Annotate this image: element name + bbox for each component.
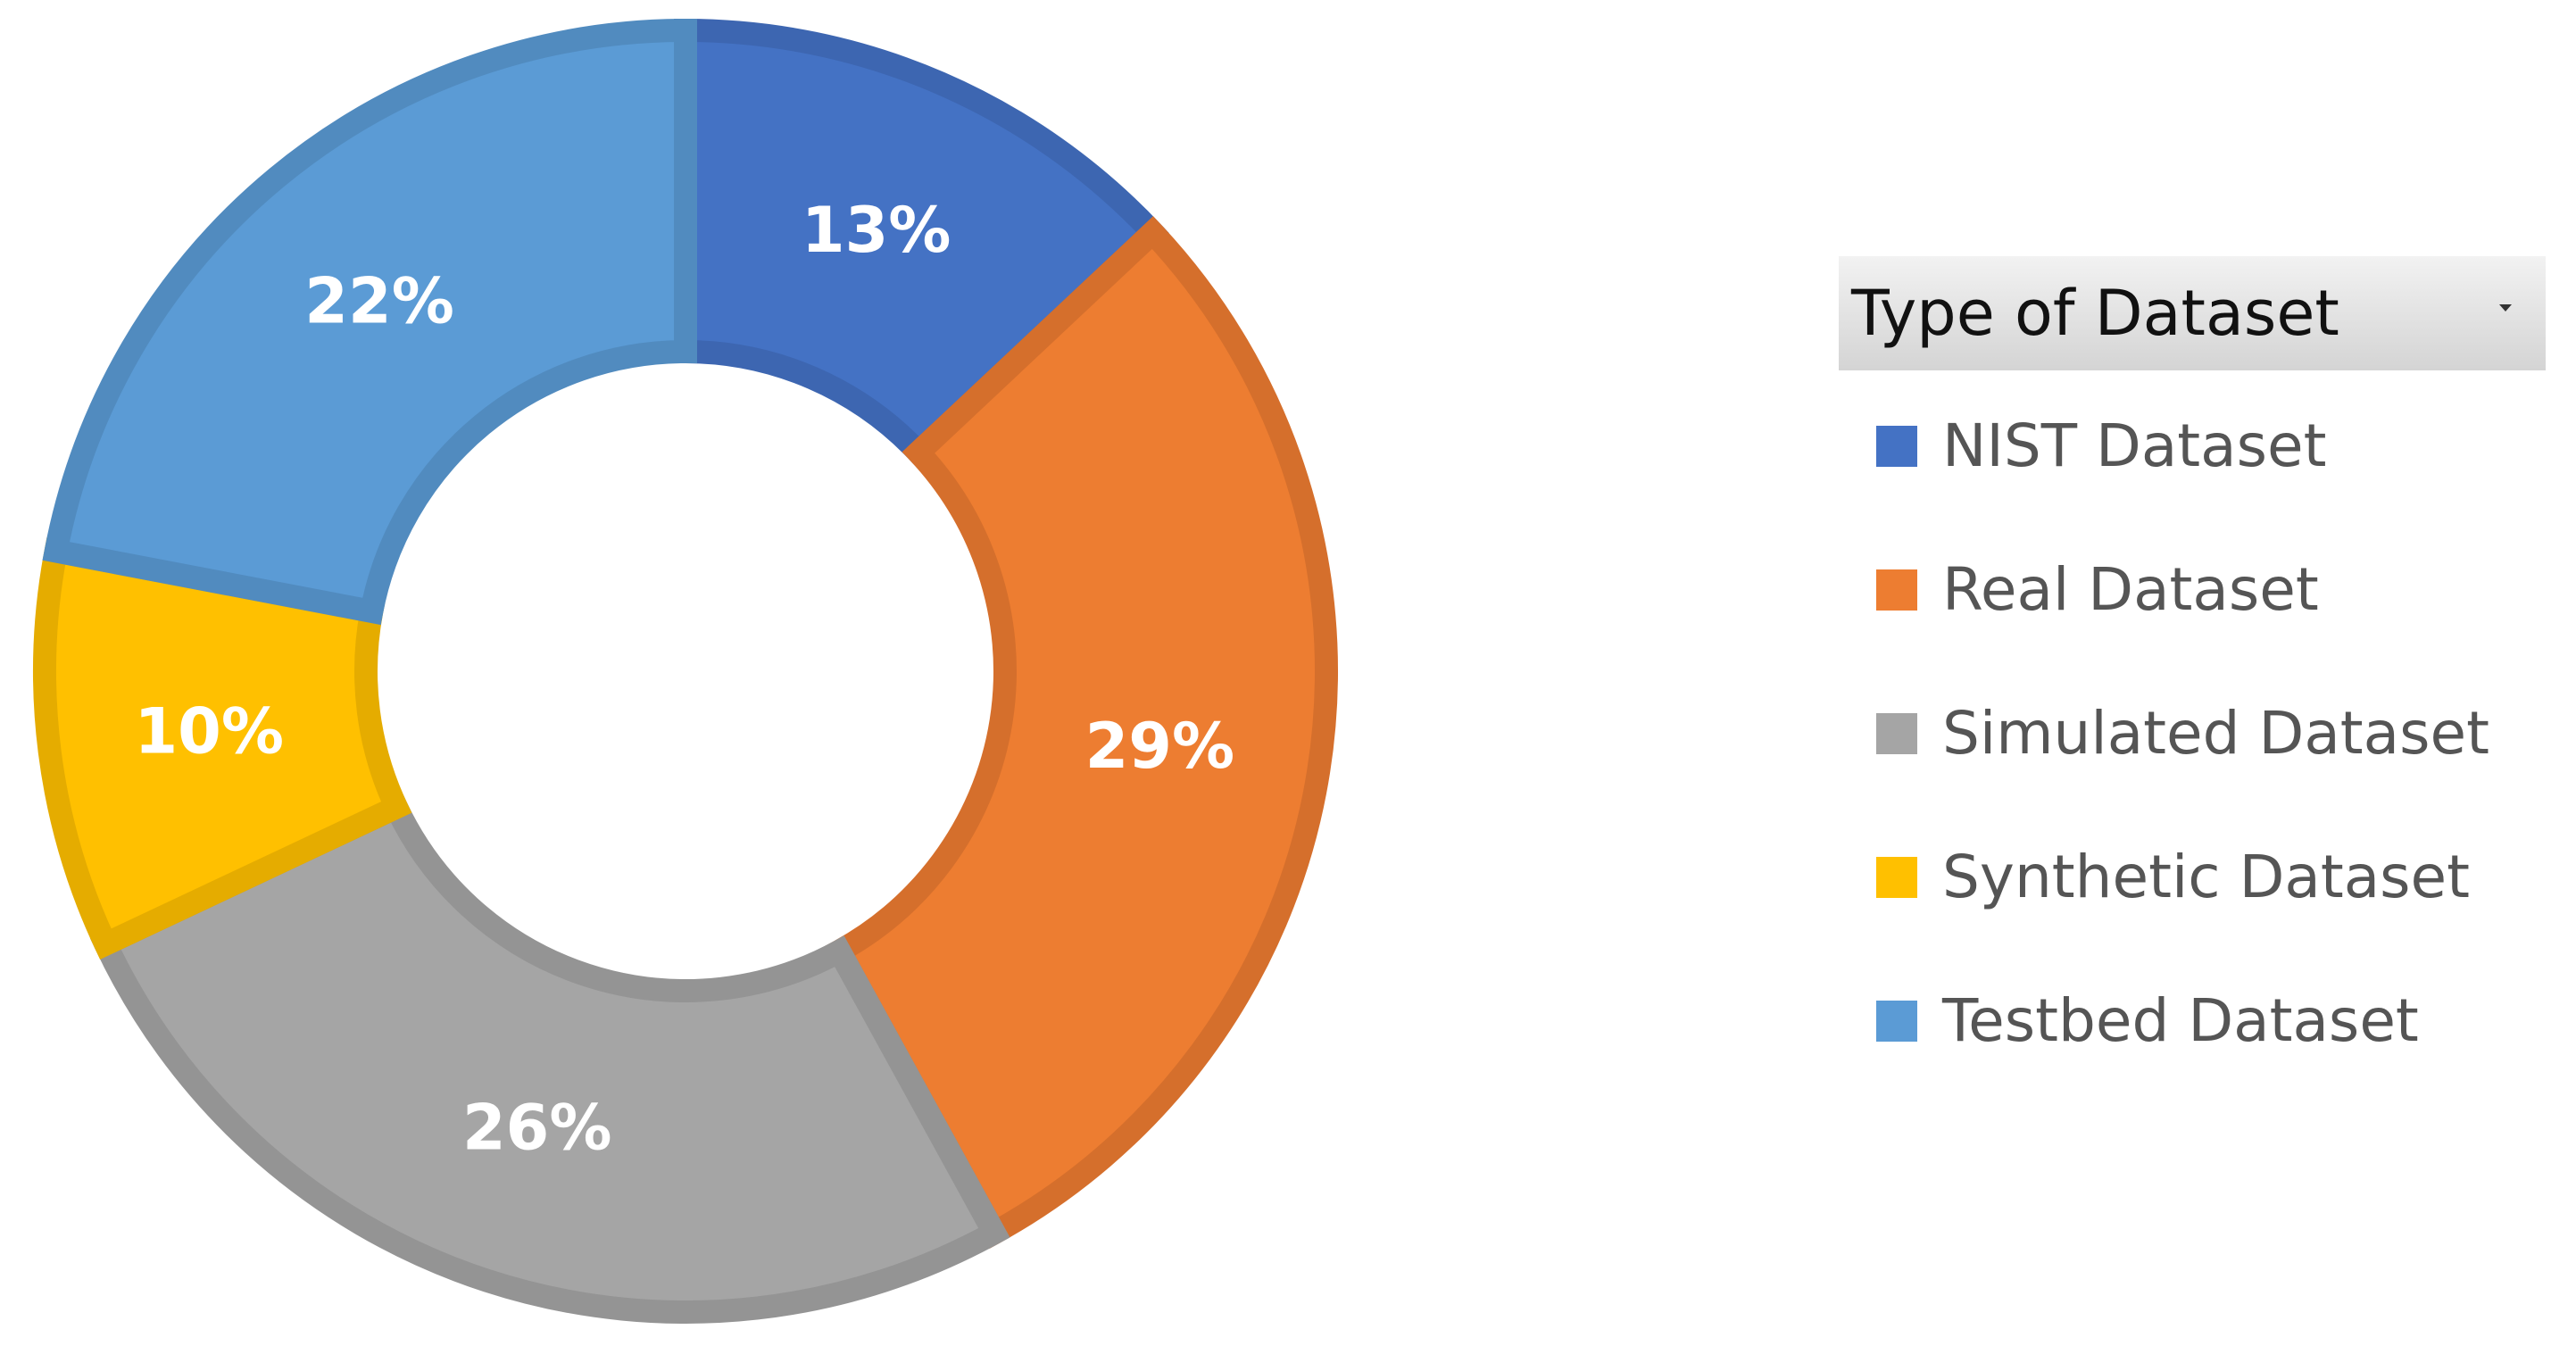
donut-slice-synthetic-dataset[interactable]: [33, 537, 412, 960]
legend-swatch-real: [1876, 569, 1917, 611]
legend-swatch-synthetic: [1876, 856, 1917, 898]
legend-item-testbed[interactable]: Testbed Dataset: [1839, 949, 2546, 1093]
legend: Type of Dataset NIST Dataset Real Datase…: [1839, 256, 2546, 1093]
legend-list: NIST Dataset Real Dataset Simulated Data…: [1839, 374, 2546, 1093]
legend-swatch-nist: [1876, 425, 1917, 467]
legend-item-real[interactable]: Real Dataset: [1839, 518, 2546, 661]
legend-label-synthetic: Synthetic Dataset: [1942, 843, 2471, 911]
donut-slice-simulated-dataset[interactable]: [90, 792, 1010, 1324]
chevron-down-icon[interactable]: [2499, 304, 2512, 312]
slice-label-nist-dataset: 13%: [802, 194, 951, 267]
slice-label-real-dataset: 29%: [1085, 710, 1235, 783]
legend-item-simulated[interactable]: Simulated Dataset: [1839, 661, 2546, 805]
donut-slices: [33, 18, 1338, 1324]
legend-item-nist[interactable]: NIST Dataset: [1839, 374, 2546, 518]
slice-label-testbed-dataset: 22%: [304, 264, 454, 337]
legend-title: Type of Dataset: [1851, 277, 2339, 350]
legend-label-real: Real Dataset: [1942, 555, 2319, 624]
legend-swatch-simulated: [1876, 712, 1917, 754]
donut-slice-real-dataset[interactable]: [823, 216, 1338, 1249]
legend-label-testbed: Testbed Dataset: [1942, 986, 2419, 1055]
legend-swatch-testbed: [1876, 1000, 1917, 1042]
donut-slice-nist-dataset[interactable]: [674, 18, 1169, 469]
legend-item-synthetic[interactable]: Synthetic Dataset: [1839, 805, 2546, 949]
legend-header[interactable]: Type of Dataset: [1839, 256, 2546, 370]
legend-label-simulated: Simulated Dataset: [1942, 699, 2489, 768]
donut-slice-testbed-dataset[interactable]: [42, 18, 697, 626]
slice-label-simulated-dataset: 26%: [462, 1092, 612, 1165]
slice-label-synthetic-dataset: 10%: [134, 694, 284, 768]
slice-labels: 13% 29% 26% 10% 22%: [134, 194, 1234, 1164]
legend-label-nist: NIST Dataset: [1942, 411, 2327, 480]
